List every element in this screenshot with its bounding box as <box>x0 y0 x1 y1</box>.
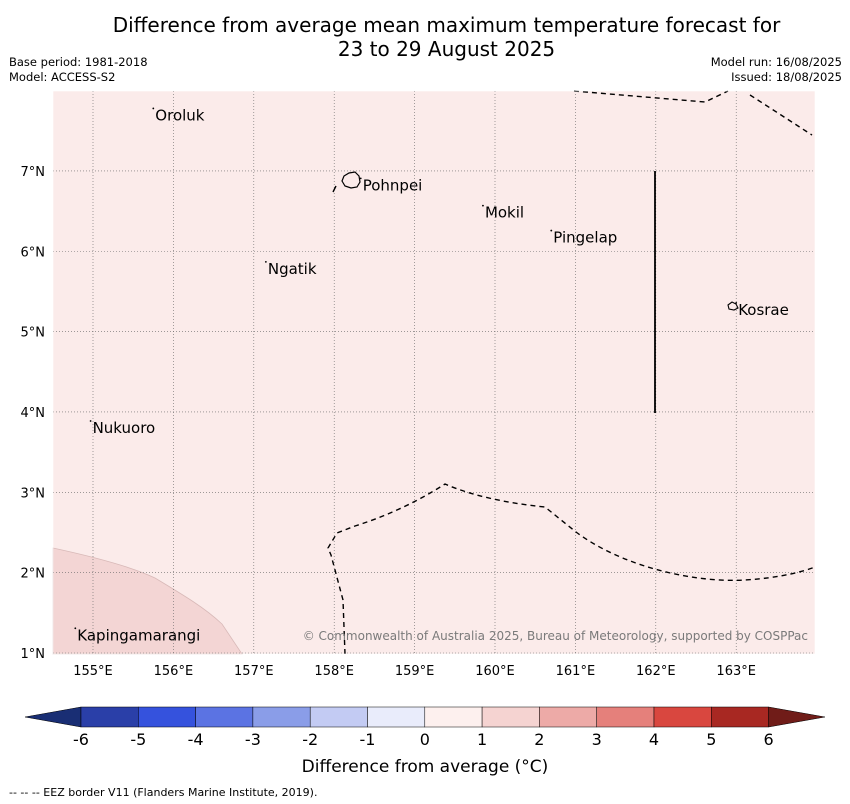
colorbar-under-arrow <box>24 706 82 728</box>
eez-border-fragment <box>332 185 337 193</box>
colorbar-label: Difference from average (°C) <box>301 757 549 777</box>
colorbar-tick-label: -2 <box>302 730 319 749</box>
lon-tick-label: 158°E <box>314 664 354 679</box>
place-dot <box>482 204 484 207</box>
colorbar-tick-label: -4 <box>187 730 204 749</box>
map-background <box>53 91 815 654</box>
meta-left: Base period: 1981-2018 Model: ACCESS-S2 <box>9 55 148 85</box>
place-labels: Oroluk Pohnpei Mokil Pingelap Ngatik Kosrae Nu… <box>74 106 789 644</box>
place-label: Ngatik <box>268 260 317 278</box>
place-dot <box>152 107 155 110</box>
lat-tick-label: 2°N <box>21 567 46 582</box>
place-dot <box>74 627 77 630</box>
place-marker-kosrae: Kosrae <box>735 301 789 319</box>
place-marker-pingelap: Pingelap <box>550 229 617 247</box>
place-label: Nukuoro <box>93 419 156 437</box>
place-label: Kapingamarangi <box>77 626 200 644</box>
colorbar-segment <box>539 706 597 728</box>
place-dot <box>735 301 738 304</box>
colorbar-segment <box>80 706 139 728</box>
eez-border-north <box>573 90 813 136</box>
model-name: Model: ACCESS-S2 <box>9 70 116 84</box>
warm-region-shading <box>52 547 243 655</box>
lat-tick-label: 3°N <box>21 486 46 501</box>
colorbar-segment <box>309 706 368 728</box>
map-frame <box>52 90 816 655</box>
copyright-text: © Commonwealth of Australia 2025, Bureau… <box>303 629 808 643</box>
meta-right: Model run: 16/08/2025 Issued: 18/08/2025 <box>711 55 842 85</box>
lon-tick-label: 163°E <box>716 664 756 679</box>
place-dot <box>550 229 553 232</box>
title-line-2: 23 to 29 August 2025 <box>337 37 556 61</box>
place-marker-nukuoro: Nukuoro <box>89 419 156 437</box>
place-label: Pohnpei <box>363 176 423 194</box>
colorbar-tick-label: 1 <box>477 730 488 749</box>
eez-border-south <box>327 483 816 655</box>
lon-tick-label: 162°E <box>636 664 676 679</box>
colorbar-tick-label: -1 <box>359 730 376 749</box>
kosrae-island-outline <box>727 301 739 311</box>
map-title: Difference from average mean maximum tem… <box>0 13 850 61</box>
colorbar-tick-label: 4 <box>648 730 660 749</box>
colorbar-tick-label: -3 <box>244 730 261 749</box>
colorbar-segment <box>252 706 311 728</box>
issued-date: Issued: 18/08/2025 <box>731 70 842 84</box>
colorbar-segment <box>424 706 483 728</box>
colorbar-tick-label: -5 <box>130 730 147 749</box>
lat-tick-label: 5°N <box>21 326 46 341</box>
model-run: Model run: 16/08/2025 <box>710 55 842 69</box>
colorbar-segment <box>596 706 655 728</box>
place-dot <box>359 177 362 180</box>
pohnpei-island-outline <box>341 171 361 189</box>
lat-tick-label: 7°N <box>21 165 46 180</box>
colorbar-over-arrow <box>768 706 826 728</box>
lat-tick-label: 4°N <box>21 406 46 421</box>
colorbar-segment <box>367 706 426 728</box>
colorbar-segment <box>653 706 712 728</box>
colorbar-segment <box>138 706 196 728</box>
lon-tick-label: 161°E <box>556 664 596 679</box>
place-marker-oroluk: Oroluk <box>152 106 205 124</box>
colorbar-segment <box>195 706 254 728</box>
place-marker-kapingamarangi: Kapingamarangi <box>74 626 200 644</box>
place-label: Kosrae <box>738 301 789 319</box>
colorbar-tick-label: 3 <box>591 730 602 749</box>
lon-tick-label: 159°E <box>395 664 435 679</box>
lon-tick-label: 157°E <box>234 664 274 679</box>
title-line-1: Difference from average mean maximum tem… <box>112 13 781 37</box>
colorbar <box>24 706 826 728</box>
place-label: Pingelap <box>553 229 617 247</box>
lon-tick-label: 156°E <box>154 664 194 679</box>
colorbar-segment <box>481 706 540 728</box>
place-marker-mokil: Mokil <box>482 204 524 222</box>
lat-tick-label: 1°N <box>21 647 46 662</box>
place-marker-pohnpei: Pohnpei <box>359 176 423 194</box>
colorbar-tick-label: 5 <box>706 730 717 749</box>
colorbar-segment <box>711 706 769 728</box>
base-period: Base period: 1981-2018 <box>9 55 148 69</box>
colorbar-tick-label: 6 <box>763 730 774 749</box>
lon-tick-label: 155°E <box>73 664 113 679</box>
colorbar-tick-label: 0 <box>419 730 430 749</box>
place-dot <box>89 420 92 422</box>
place-dot <box>264 261 267 263</box>
colorbar-tick-label: 2 <box>534 730 545 749</box>
colorbar-tick-label: -6 <box>73 730 89 749</box>
lat-tick-label: 6°N <box>21 245 46 260</box>
lon-tick-label: 160°E <box>475 664 515 679</box>
place-marker-ngatik: Ngatik <box>264 260 317 278</box>
place-label: Mokil <box>485 204 524 222</box>
place-label: Oroluk <box>155 106 204 124</box>
eez-footer-note: -- -- -- EEZ border V11 (Flanders Marine… <box>9 786 318 799</box>
axis-labels: 155°E 156°E 157°E 158°E 159°E 160°E 161°E 162°E… <box>21 165 756 679</box>
